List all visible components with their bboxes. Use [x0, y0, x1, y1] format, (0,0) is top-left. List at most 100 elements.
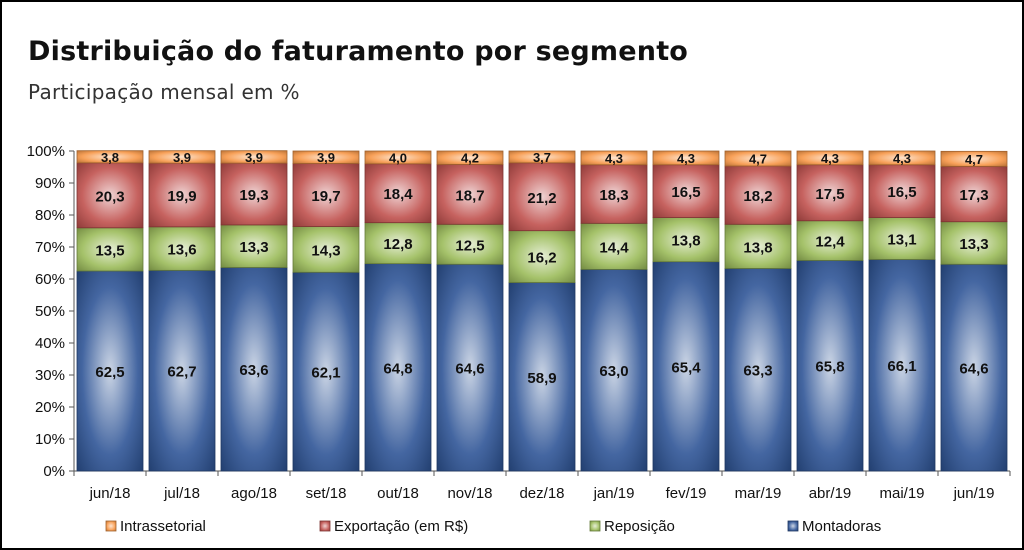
bar-segment [868, 217, 936, 260]
bar-segment [580, 164, 648, 224]
data-label: 4,3 [821, 151, 839, 166]
chart-axes: 0% 10% 20% 30% 40% 50% 60% 70% 80% 90% 100% jun/18 j… [27, 143, 1011, 502]
data-label: 63,0 [599, 363, 628, 380]
bar-segment [436, 263, 504, 472]
x-tick-label: set/18 [306, 485, 347, 502]
bar-segment [868, 259, 936, 472]
bar-segment [76, 162, 144, 229]
bar-segment [436, 150, 504, 165]
data-label: 13,3 [959, 236, 988, 253]
data-label: 3,9 [245, 150, 263, 165]
bar-segment [148, 150, 216, 164]
legend-swatch [589, 520, 601, 532]
data-label: 3,9 [317, 150, 335, 165]
bar-segment [508, 282, 576, 472]
bar-segment [364, 263, 432, 472]
bar-segment [724, 223, 792, 269]
data-label: 19,9 [167, 188, 196, 205]
bar-segment [652, 217, 720, 263]
data-label: 12,4 [815, 234, 845, 251]
data-label: 3,9 [173, 150, 191, 165]
data-label: 14,4 [599, 239, 629, 256]
bar-segment [796, 220, 864, 261]
bar-segment [868, 150, 936, 166]
bar-segment [796, 164, 864, 222]
bar-segment [148, 269, 216, 472]
y-tick-label: 80% [35, 207, 65, 224]
x-tick-label: fev/19 [666, 485, 707, 502]
data-label: 21,2 [527, 190, 556, 207]
data-label: 18,7 [455, 187, 484, 204]
data-label: 17,5 [815, 186, 844, 203]
data-label: 13,3 [239, 239, 268, 256]
x-tick-label: ago/18 [231, 485, 277, 502]
bar-segment [364, 163, 432, 224]
x-tick-label: out/18 [377, 485, 419, 502]
bar-segment [220, 224, 288, 268]
data-label: 65,4 [671, 359, 701, 376]
y-tick-label: 20% [35, 399, 65, 416]
data-label: 17,3 [959, 187, 988, 204]
data-label: 65,8 [815, 359, 844, 376]
data-label: 63,3 [743, 363, 772, 380]
data-label: 12,8 [383, 236, 412, 253]
y-tick-label: 50% [35, 303, 65, 320]
chart-legend: Intrassetorial Exportação (em R$) Reposiçã… [105, 518, 881, 535]
data-label: 64,6 [455, 361, 484, 378]
data-label: 4,7 [749, 152, 767, 167]
bar-segment [724, 150, 792, 167]
bar-segment [580, 268, 648, 472]
legend-label: Exportação (em R$) [334, 518, 468, 535]
data-label: 66,1 [887, 358, 916, 375]
bar-segment [652, 261, 720, 472]
data-label: 20,3 [95, 188, 124, 205]
data-label: 19,7 [311, 188, 340, 205]
data-label: 3,8 [101, 150, 119, 165]
data-label: 13,6 [167, 242, 196, 259]
bar-segment [652, 164, 720, 218]
bar-segment [292, 150, 360, 164]
data-label: 19,3 [239, 187, 268, 204]
data-label: 13,8 [743, 239, 772, 256]
y-tick-label: 60% [35, 271, 65, 288]
bar-segment [724, 268, 792, 472]
bar-segment [508, 150, 576, 164]
bar-segment [580, 222, 648, 270]
data-label: 64,6 [959, 361, 988, 378]
bar-segment [940, 263, 1008, 472]
x-tick-label: abr/19 [809, 485, 852, 502]
x-tick-label: jul/18 [163, 485, 200, 502]
y-tick-label: 100% [27, 143, 65, 160]
bar-segment [148, 162, 216, 228]
legend-label: Intrassetorial [120, 518, 206, 535]
data-label: 18,4 [383, 186, 413, 203]
bar-segment [292, 226, 360, 273]
y-tick-label: 0% [43, 463, 65, 480]
legend-swatch [105, 520, 117, 532]
data-label: 62,1 [311, 365, 340, 382]
chart-data-labels: 62,5 13,5 20,3 3,8 62,7 13,6 19,9 3,9 63,6 13,3 19… [95, 150, 988, 387]
data-label: 4,3 [677, 151, 695, 166]
legend-swatch [787, 520, 799, 532]
bar-segment [76, 270, 144, 472]
data-label: 3,7 [533, 150, 551, 165]
data-label: 12,5 [455, 237, 484, 254]
y-tick-label: 40% [35, 335, 65, 352]
legend-label: Montadoras [802, 518, 881, 535]
data-label: 18,3 [599, 187, 628, 204]
bar-segment [940, 221, 1008, 265]
chart-title: Distribuição do faturamento por segmento [28, 36, 689, 67]
bar-segment [580, 150, 648, 166]
bar-segment [76, 227, 144, 272]
legend-swatch [319, 520, 331, 532]
x-tick-label: jun/19 [953, 485, 995, 502]
data-label: 63,6 [239, 362, 268, 379]
data-label: 16,5 [671, 184, 700, 201]
bar-segment [364, 150, 432, 165]
x-tick-label: mar/19 [735, 485, 782, 502]
chart-subtitle: Participação mensal em % [28, 80, 300, 104]
bar-segment [76, 150, 144, 164]
chart-bars [76, 150, 1008, 472]
y-tick-label: 10% [35, 431, 65, 448]
